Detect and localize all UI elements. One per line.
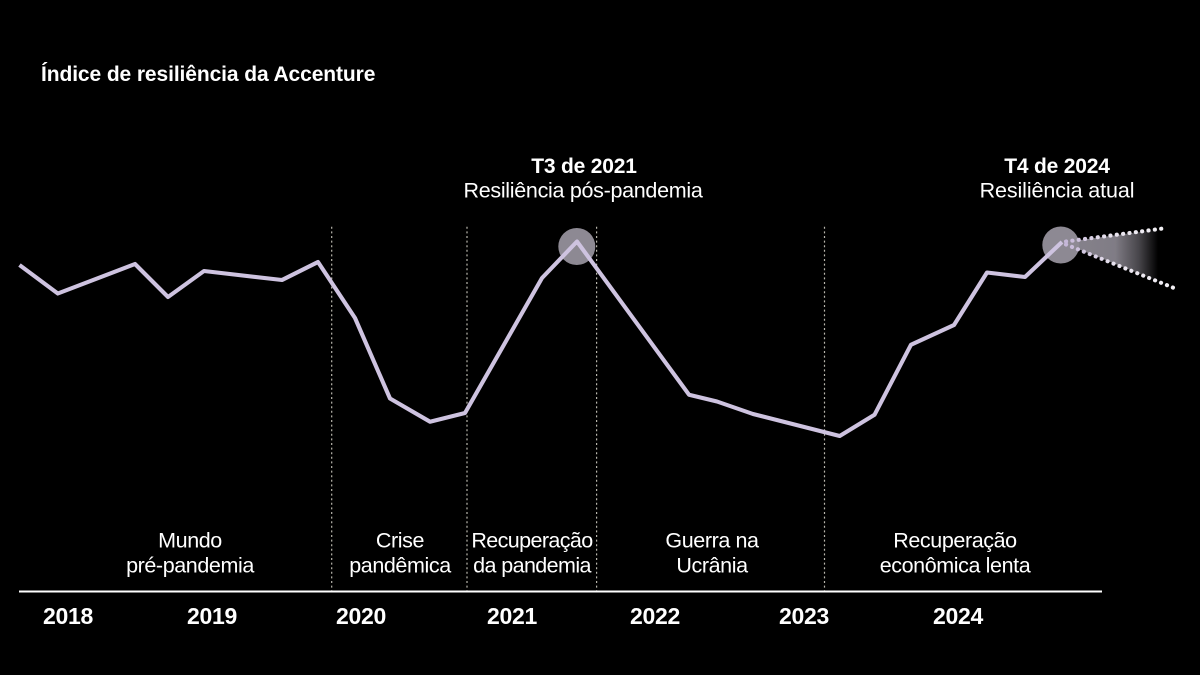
svg-text:2023: 2023 [779,603,829,629]
svg-text:2020: 2020 [336,603,386,629]
svg-text:2021: 2021 [487,603,537,629]
svg-text:2018: 2018 [43,603,93,629]
svg-text:Recuperação: Recuperação [893,529,1017,553]
svg-text:da pandemia: da pandemia [473,554,591,578]
svg-text:pandêmica: pandêmica [349,554,451,578]
svg-text:2022: 2022 [630,603,680,629]
svg-text:2024: 2024 [933,603,983,629]
svg-text:Crise: Crise [376,529,424,553]
svg-text:T3 de 2021: T3 de 2021 [531,155,637,178]
svg-text:Resiliência atual: Resiliência atual [980,179,1135,203]
svg-text:pré-pandemia: pré-pandemia [126,554,254,578]
svg-text:T4 de 2024: T4 de 2024 [1004,155,1110,178]
svg-text:Índice de resiliência da Accen: Índice de resiliência da Accenture [41,63,375,86]
svg-text:econômica lenta: econômica lenta [880,554,1031,578]
svg-text:Guerra na: Guerra na [665,529,759,553]
svg-text:Mundo: Mundo [158,529,222,553]
svg-text:Recuperação: Recuperação [471,529,593,553]
svg-text:Resiliência pós-pandemia: Resiliência pós-pandemia [464,179,703,203]
svg-text:Ucrânia: Ucrânia [676,554,748,578]
svg-text:2019: 2019 [187,603,237,629]
